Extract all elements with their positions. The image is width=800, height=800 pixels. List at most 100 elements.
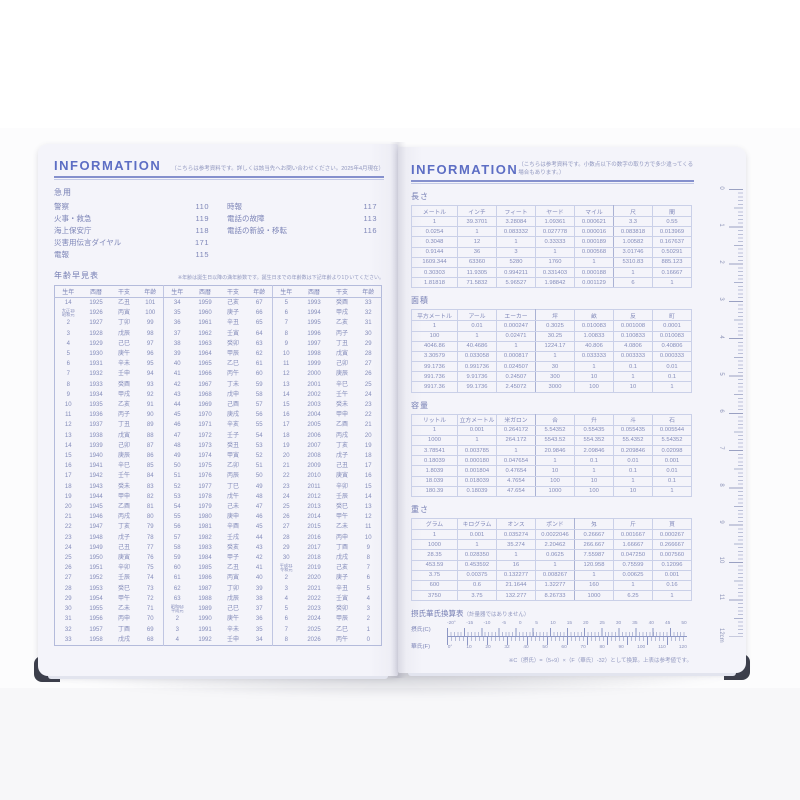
cell: 96	[137, 349, 164, 360]
table-row: 1.8039 0.001804 0.47654 10 1 0.1 0.01	[411, 465, 692, 477]
cell: 丁亥	[335, 442, 348, 449]
table-row: 25 1950 庚寅 76 59 1984 甲子 42 30 2018 戊戌 8	[55, 553, 382, 564]
cell: 59	[173, 555, 181, 562]
cell: 1929	[89, 340, 103, 347]
column-header: 生年	[163, 285, 191, 298]
phone-entry: 海上保安庁 118	[54, 225, 209, 237]
column-header: 石	[652, 413, 692, 426]
cell: 2021	[307, 585, 321, 592]
fahrenheit-tick-labels: 0° 10 20 32 40 50 60 70 80 90 100 110 120	[447, 645, 687, 652]
cell: 51	[246, 461, 273, 472]
cell: 1995	[307, 320, 321, 327]
cell: 0.047654	[496, 455, 536, 467]
column-header: 斗	[613, 413, 653, 426]
cell: 0.005544	[652, 424, 692, 436]
column-header: 斤	[613, 517, 653, 530]
cell: 丙午	[226, 371, 239, 378]
cell: 10	[574, 475, 614, 487]
cell: 1	[652, 381, 692, 393]
cell: 1.00582	[613, 236, 653, 248]
cell: 辛未	[117, 361, 130, 368]
cell: 0.12096	[652, 559, 692, 571]
cell: 0.028350	[457, 549, 497, 561]
cell: 甲子	[226, 555, 239, 562]
cell: 3	[284, 585, 288, 592]
cell: 2	[66, 320, 70, 327]
cell: 壬午	[335, 391, 348, 398]
cell: 81	[137, 502, 164, 513]
cell: 1956	[89, 616, 103, 623]
cell: 1954	[89, 595, 103, 602]
cell: 2009	[307, 463, 321, 470]
table-row: 27 1952 壬辰 74 61 1986 丙寅 40 2 2020 庚子 6	[55, 573, 382, 584]
cell: 23	[64, 534, 72, 541]
cell: 1930	[89, 351, 103, 358]
fahrenheit-tick-value: 0°	[447, 645, 453, 651]
cell: 4.7654	[496, 475, 536, 487]
cell: 20.9846	[535, 444, 575, 457]
cell: 甲辰	[226, 351, 239, 358]
cell: 49	[173, 453, 181, 460]
phone-number: 119	[195, 214, 209, 223]
cell: 0.000621	[574, 215, 614, 228]
cell: 1939	[89, 442, 103, 449]
cell: 2.20462	[535, 539, 575, 551]
column-header: アール	[457, 309, 497, 322]
cell: 0.6	[457, 579, 497, 592]
cell: 57	[246, 400, 273, 411]
cell: 己卯	[335, 361, 348, 368]
cell: 54	[246, 430, 273, 441]
cell: 40.4686	[457, 340, 497, 352]
cell: 7	[284, 626, 288, 633]
header-rule	[54, 176, 384, 180]
celsius-tick-labels: -20° -15 -10 -5 0 5 10 15 20 25 30 35 40 45 50	[447, 621, 687, 628]
cell: 1224.17	[535, 340, 575, 352]
cell: 1	[574, 569, 614, 581]
cell: 0.001	[652, 569, 692, 581]
table-row: 30 1955 乙未 71 昭和64 平成元 1989 己巳 37 5 2023 癸卯 3	[55, 604, 382, 615]
cell: 0.1	[613, 361, 653, 373]
cell: 17	[282, 422, 290, 429]
right-page-content: INFORMATION （こちらは参考資料です。小数点以下の数字の取り方で多少違…	[398, 147, 746, 673]
cell: 82	[137, 491, 164, 503]
cell: 46	[246, 512, 273, 523]
cell: 3.75	[457, 590, 497, 602]
cell: 2001	[307, 381, 321, 388]
cell: 1969	[198, 402, 212, 409]
cell: 1943	[89, 483, 103, 490]
cell: 47	[173, 432, 181, 439]
cell: 39.3701	[457, 215, 497, 228]
cell: 0.47654	[496, 465, 536, 477]
cell: 1979	[198, 504, 212, 511]
cell: 己亥	[335, 565, 348, 572]
cell: 8	[66, 381, 70, 388]
cell: 辛卯	[117, 565, 130, 572]
fahrenheit-tick-value: 120	[678, 645, 687, 651]
cell: 56	[173, 524, 181, 531]
phone-label: 電報	[54, 250, 69, 259]
cell: 0.40806	[652, 340, 692, 352]
cell: 10	[574, 371, 614, 383]
cell: 39	[173, 351, 181, 358]
cell: 100	[574, 485, 614, 497]
cell: 0.33333	[535, 236, 575, 248]
paper-edge	[408, 673, 736, 676]
cell: 0.1	[652, 475, 692, 487]
cell: 庚辰	[117, 453, 130, 460]
table-row: 99.1736 0.991736 0.024507 30 1 0.1 0.01	[411, 361, 692, 373]
cell: 1	[535, 559, 575, 571]
cell: 0.047250	[613, 549, 653, 561]
table-row: 1000 1 35.274 2.20462 266.667 1.66667 0.266667	[411, 539, 692, 551]
cell: 0.083332	[496, 226, 536, 238]
cell: 0.01	[652, 465, 692, 477]
cell: 0.01	[652, 361, 692, 373]
weight-section-title: 重さ	[411, 504, 429, 514]
fahrenheit-tick-value: 90	[618, 645, 624, 651]
cell: 8	[366, 555, 370, 562]
cell: 庚寅	[335, 473, 348, 480]
cell: 42	[246, 553, 273, 564]
cell: 1980	[198, 514, 212, 521]
table-row: 17 1942 壬午 84 51 1976 丙辰 50 22 2010 庚寅 16	[55, 471, 382, 482]
column-header: フィート	[496, 205, 536, 217]
cell: 0.001	[457, 528, 497, 541]
